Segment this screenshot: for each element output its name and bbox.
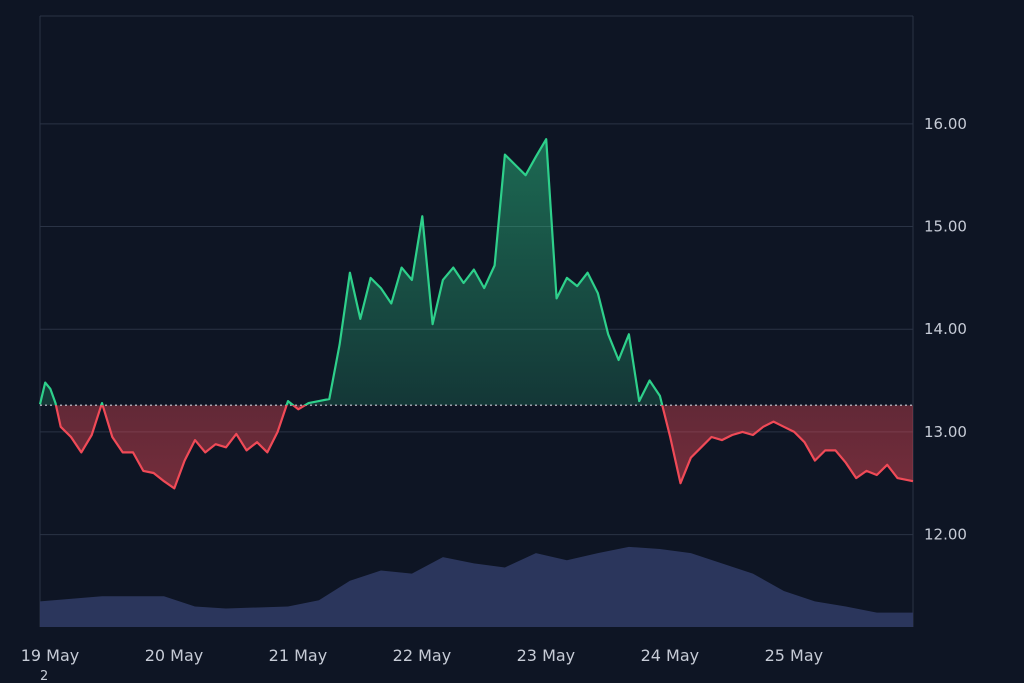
area-below-baseline (40, 405, 913, 489)
x-tick-label: 24 May (641, 646, 700, 665)
price-line (38, 138, 914, 490)
y-tick-label: 15.00 (924, 218, 967, 236)
y-tick-label: 13.00 (924, 423, 967, 441)
area-above-baseline (40, 139, 663, 406)
x-tick-label: 19 May (21, 646, 80, 665)
volume-area (40, 546, 913, 627)
x-tick-label: 23 May (517, 646, 576, 665)
price-line-down (54, 405, 914, 490)
price-line-up (38, 138, 664, 406)
y-tick-label: 14.00 (924, 320, 967, 338)
y-tick-label: 12.00 (924, 526, 967, 544)
volume-shape (40, 546, 913, 627)
x-tick-label: 25 May (765, 646, 824, 665)
x-tick-label: 21 May (269, 646, 328, 665)
y-tick-label: 16.00 (924, 115, 967, 133)
axes: 12.00 13.00 14.00 15.00 16.00 19 May 20 May 21 … (21, 115, 967, 683)
x-tick-label: 20 May (145, 646, 204, 665)
footnote-label: 2 (40, 669, 48, 683)
price-area (40, 139, 913, 489)
x-tick-label: 22 May (393, 646, 452, 665)
